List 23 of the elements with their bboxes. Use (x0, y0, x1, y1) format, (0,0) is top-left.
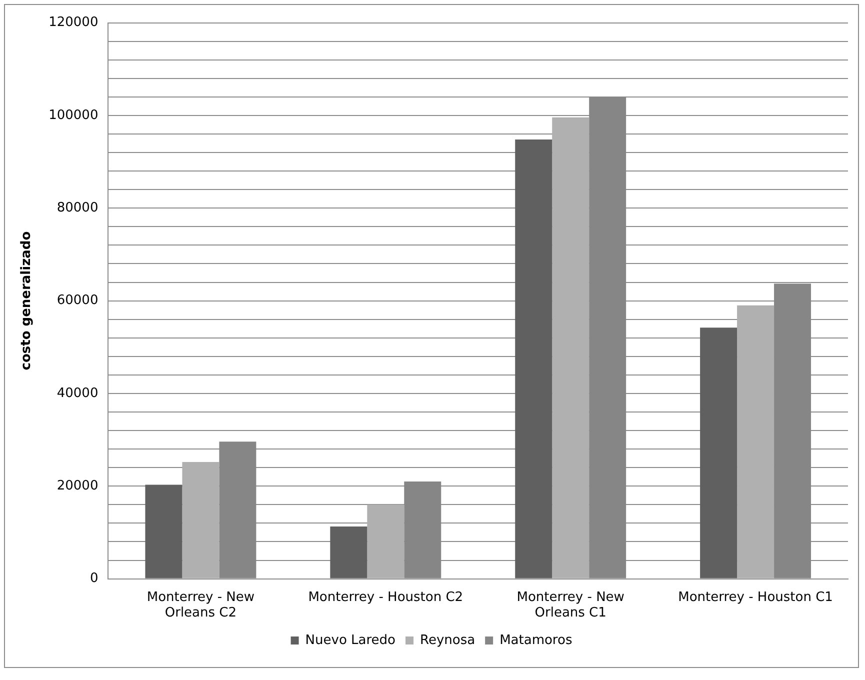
bar (552, 117, 590, 578)
y-tick-label: 20000 (56, 478, 98, 494)
y-tick-label: 0 (90, 571, 98, 586)
bar (737, 305, 774, 578)
y-tick-label: 100000 (48, 108, 98, 123)
y-tick-label: 40000 (56, 386, 98, 401)
x-tick-label: Monterrey - New Orleans C1 (516, 590, 625, 621)
legend-label: Matamoros (500, 632, 572, 648)
x-tick-label: Monterrey - New Orleans C2 (146, 590, 255, 621)
y-tick-label: 80000 (56, 200, 98, 216)
x-tick-label: Monterrey - Houston C1 (678, 590, 833, 605)
legend-label: Nuevo Laredo (305, 632, 396, 648)
y-axis-title: costo generalizado (19, 231, 34, 370)
bar (700, 328, 738, 578)
bar (145, 484, 182, 578)
bar (367, 504, 404, 578)
x-tick-label: Monterrey - Houston C2 (308, 590, 464, 605)
y-tick-label: 60000 (56, 293, 98, 308)
legend-label: Reynosa (420, 632, 476, 648)
bar (515, 140, 552, 578)
y-tick-label: 120000 (48, 15, 98, 30)
bar (330, 526, 368, 578)
bar (182, 462, 220, 578)
